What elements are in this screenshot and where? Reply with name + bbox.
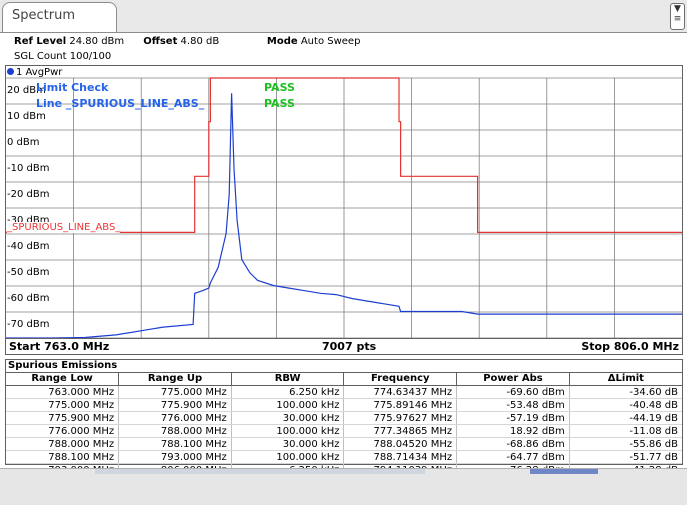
table-cell: 763.000 MHz (6, 385, 120, 399)
table-cell: -40.48 dB (569, 398, 682, 412)
trace-label: 1 AvgPwr (7, 67, 62, 78)
spurious-emissions-table: Spurious Emissions Range Low Range Up RBW F… (5, 359, 683, 477)
mode-label: Mode (266, 36, 298, 47)
table-row[interactable]: 788.100 MHz 793.000 MHz 100.000 kHz 788.714… (6, 450, 682, 464)
table-cell: 777.34865 MHz (343, 424, 458, 438)
table-row[interactable]: 776.000 MHz 788.000 MHz 100.000 kHz 777.348… (6, 424, 682, 438)
column-header[interactable]: Range Low (6, 372, 120, 386)
table-cell: 775.900 MHz (118, 398, 232, 412)
y-tick-label: -50 dBm (7, 267, 51, 279)
table-cell: 100.000 kHz (231, 398, 345, 412)
y-tick-label: -10 dBm (7, 163, 51, 175)
table-cell: 774.63437 MHz (343, 385, 458, 399)
table-cell: 793.000 MHz (118, 450, 232, 464)
spectrum-diagram[interactable]: 1 AvgPwr 20 dBm 10 dBm 0 dBm -10 dBm -20 dBm… (5, 65, 683, 355)
tab-divider (0, 32, 687, 33)
table-row[interactable]: 788.000 MHz 788.100 MHz 30.000 kHz 788.0452… (6, 437, 682, 451)
table-cell: 788.71434 MHz (343, 450, 458, 464)
frequency-axis: Start 763.0 MHz 7007 pts Stop 806.0 MHz (6, 338, 682, 354)
table-cell: -51.77 dB (569, 450, 682, 464)
y-tick-label: -20 dBm (7, 189, 51, 201)
y-tick-label: -40 dBm (7, 241, 51, 253)
table-cell: -55.86 dB (569, 437, 682, 451)
list-icon[interactable]: ▼ ≡ (670, 3, 685, 30)
stop-frequency: Stop 806.0 MHz (581, 340, 679, 353)
column-header[interactable]: ΔLimit (569, 372, 682, 386)
column-header[interactable]: Power Abs (456, 372, 570, 386)
sgl-count: SGL Count 100/100 (14, 51, 112, 62)
table-cell: 775.900 MHz (6, 411, 120, 425)
ref-level-label: Ref Level (14, 36, 67, 47)
table-cell: -11.08 dB (569, 424, 682, 438)
table-cell: 6.250 kHz (231, 385, 345, 399)
column-header[interactable]: Range Up (118, 372, 232, 386)
status-progress (95, 469, 425, 474)
limit-line-name: _SPURIOUS_LINE_ABS_ (7, 222, 121, 233)
limit-line (6, 77, 682, 233)
table-row[interactable]: 775.900 MHz 776.000 MHz 30.000 kHz 775.9762… (6, 411, 682, 425)
table-cell: 30.000 kHz (231, 411, 345, 425)
limit-check-result: PASS (264, 81, 295, 94)
table-cell: -69.60 dBm (456, 385, 570, 399)
table-cell: -34.60 dB (569, 385, 682, 399)
table-cell: 776.000 MHz (118, 411, 232, 425)
column-header[interactable]: RBW (231, 372, 345, 386)
ref-level-value: 24.80 dBm (69, 36, 125, 47)
column-header[interactable]: Frequency (343, 372, 458, 386)
tab-bar: Spectrum ▼ ≡ (0, 0, 687, 33)
mode-value: Auto Sweep (300, 36, 361, 47)
table-cell: 788.000 MHz (118, 424, 232, 438)
table-cell: 30.000 kHz (231, 437, 345, 451)
table-cell: 775.97627 MHz (343, 411, 458, 425)
table-row[interactable]: 763.000 MHz 775.000 MHz 6.250 kHz 774.63437… (6, 385, 682, 399)
table-cell: 775.000 MHz (6, 398, 120, 412)
table-cell: -64.77 dBm (456, 450, 570, 464)
table-header-row: Range Low Range Up RBW Frequency Power Abs ΔL… (6, 372, 682, 386)
table-title: Spurious Emissions (8, 360, 118, 371)
table-cell: 788.100 MHz (6, 450, 120, 464)
y-tick-label: 20 dBm (7, 85, 47, 97)
limit-line-result: PASS (264, 97, 295, 110)
table-cell: 775.89146 MHz (343, 398, 458, 412)
trace-indicator-icon (7, 68, 14, 75)
table-cell: 18.92 dBm (456, 424, 570, 438)
y-tick-label: -60 dBm (7, 293, 51, 305)
table-cell: 775.000 MHz (118, 385, 232, 399)
table-cell: 100.000 kHz (231, 450, 345, 464)
results-table: Range Low Range Up RBW Frequency Power Abs ΔL… (6, 372, 682, 477)
status-indicator (530, 469, 598, 474)
y-tick-label: -70 dBm (7, 319, 51, 331)
table-cell: -57.19 dBm (456, 411, 570, 425)
offset-value: 4.80 dB (180, 36, 220, 47)
tab-spectrum[interactable]: Spectrum (2, 2, 117, 32)
table-cell: -53.48 dBm (456, 398, 570, 412)
start-frequency: Start 763.0 MHz (9, 340, 110, 353)
table-cell: 776.000 MHz (6, 424, 120, 438)
y-tick-label: 10 dBm (7, 111, 47, 123)
table-cell: 788.04520 MHz (343, 437, 458, 451)
table-cell: -44.19 dB (569, 411, 682, 425)
status-bar (0, 468, 687, 505)
info-line-1: Ref Level 24.80 dBm Offset 4.80 dB Mode … (14, 36, 360, 47)
limit-line-label: Line _SPURIOUS_LINE_ABS_ (36, 97, 205, 110)
sweep-points: 7007 pts (322, 340, 377, 353)
limit-check-title: Limit Check (36, 81, 109, 94)
y-tick-label: 0 dBm (7, 137, 41, 149)
table-cell: 788.100 MHz (118, 437, 232, 451)
table-cell: 100.000 kHz (231, 424, 345, 438)
offset-label: Offset (143, 36, 178, 47)
table-cell: -68.86 dBm (456, 437, 570, 451)
table-body: 763.000 MHz 775.000 MHz 6.250 kHz 774.63437… (6, 385, 682, 477)
table-cell: 788.000 MHz (6, 437, 120, 451)
table-row[interactable]: 775.000 MHz 775.900 MHz 100.000 kHz 775.891… (6, 398, 682, 412)
measurement-info: Ref Level 24.80 dBm Offset 4.80 dB Mode … (0, 33, 687, 65)
trace-line (6, 93, 682, 339)
